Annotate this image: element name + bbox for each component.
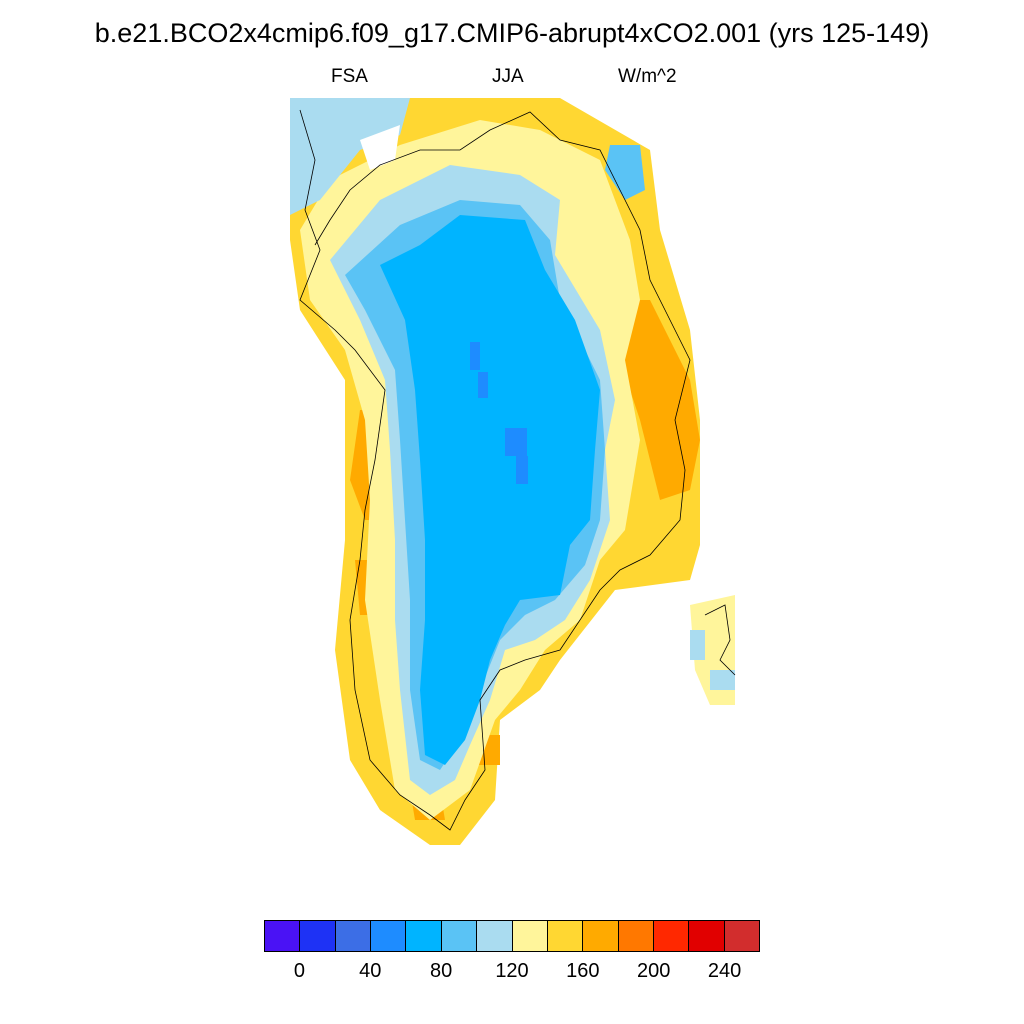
colorbar-tick-label: 0 (293, 960, 305, 982)
season-label: JJA (492, 66, 524, 87)
colorbar-box (653, 921, 690, 951)
colorbar-box (583, 921, 619, 951)
orange-patch-east (620, 300, 700, 500)
colorbar-box (724, 921, 760, 951)
colorbar-tick-label: 160 (566, 960, 600, 982)
colorbar-box (300, 921, 336, 951)
nw-blue-patch (290, 98, 410, 215)
fsa-field (290, 98, 735, 845)
colorbar-box (547, 921, 584, 951)
colorbar-tick-label: 200 (637, 960, 671, 982)
interior-ice (380, 215, 600, 765)
low-cell-1 (470, 342, 480, 370)
colorbar-box (512, 921, 548, 951)
colorbar-tick-label: 120 (495, 960, 529, 982)
colorbar-box (265, 921, 301, 951)
low-cell-3 (505, 428, 527, 456)
east-island-blue (690, 630, 705, 660)
ne-blue-patch (605, 145, 645, 200)
colorbar-box (689, 921, 725, 951)
nw-white-gap (360, 125, 400, 170)
colorbar-box (618, 921, 654, 951)
greenland-map (290, 98, 736, 845)
colorbar-box (441, 921, 478, 951)
colorbar-labels: 0 40 80 120 160 200 240 (0, 960, 1024, 990)
units-label: W/m^2 (618, 66, 677, 87)
greenland-coastline (299, 109, 691, 831)
colorbar-box (335, 921, 372, 951)
low-cell-2 (478, 372, 488, 398)
colorbar (264, 920, 760, 952)
coastline (299, 109, 736, 831)
colorbar-box (477, 921, 513, 951)
low-cell-4 (516, 456, 528, 484)
colorbar-tick-label: 240 (707, 960, 742, 982)
colorbar-box (406, 921, 442, 951)
island-coastline (704, 604, 736, 676)
east-island-blue2 (710, 670, 735, 690)
colorbar-box (371, 921, 407, 951)
variable-label: FSA (331, 66, 368, 87)
plot-title: b.e21.BCO2x4cmip6.f09_g17.CMIP6-abrupt4x… (94, 18, 930, 48)
colorbar-tick-label: 40 (359, 960, 382, 982)
colorbar-tick-label: 80 (430, 960, 453, 982)
